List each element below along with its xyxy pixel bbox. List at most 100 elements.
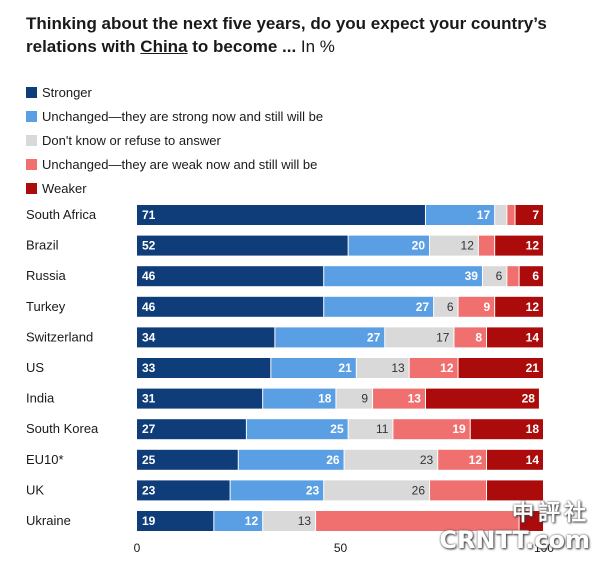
data-label: 14 <box>526 453 540 467</box>
watermark-chinese: 中評社 <box>511 501 590 527</box>
legend-item-dont-know: Don't know or refuse to answer <box>26 128 323 152</box>
bar-segment-dont-know <box>324 480 430 501</box>
data-label: 13 <box>298 514 312 528</box>
bar-segment-weaker <box>487 327 543 348</box>
bar-segment-unchanged-strong <box>348 235 430 256</box>
bar-segment-stronger <box>137 296 324 317</box>
bar-segment-dont-know <box>430 235 478 256</box>
bar-segment-unchanged-strong <box>214 511 263 531</box>
bar-segment-weaker <box>425 388 539 409</box>
bar-segment-unchanged-strong <box>324 296 434 317</box>
data-label: 26 <box>412 483 426 497</box>
data-label: 12 <box>469 453 483 467</box>
bar-segment-unchanged-weak <box>478 235 495 256</box>
bar-segment-dont-know <box>263 511 316 531</box>
data-label: 52 <box>142 239 156 253</box>
bar-segment-unchanged-weak <box>438 449 487 470</box>
bar-segment-dont-know <box>434 296 458 317</box>
category-label: Ukraine <box>26 513 71 528</box>
bar-segment-weaker <box>519 511 543 531</box>
legend-label: Don't know or refuse to answer <box>42 132 221 148</box>
bar-segment-unchanged-strong <box>271 358 356 378</box>
bar-segment-unchanged-strong <box>246 419 348 440</box>
category-label: US <box>26 360 44 375</box>
data-label: 13 <box>391 361 405 375</box>
data-label: 39 <box>465 269 479 283</box>
bar-segment-dont-know <box>356 358 409 378</box>
category-label: Turkey <box>26 299 66 314</box>
data-label: 18 <box>318 392 332 406</box>
bar-segment-unchanged-strong <box>324 266 482 287</box>
data-label: 7 <box>532 208 539 222</box>
bar-segment-unchanged-weak <box>430 480 487 501</box>
legend-item-unchanged-weak: Unchanged—they are weak now and still wi… <box>26 152 323 176</box>
data-label: 71 <box>142 208 156 222</box>
data-label: 28 <box>522 392 536 406</box>
bar-segment-stronger <box>137 511 214 531</box>
bar-segment-dont-know <box>344 449 438 470</box>
data-label: 11 <box>376 422 389 436</box>
data-label: 23 <box>142 483 156 497</box>
bar-segment-stronger <box>137 388 263 409</box>
bar-segment-stronger <box>137 235 348 256</box>
title-unit: In % <box>300 37 335 56</box>
legend: Stronger Unchanged—they are strong now an… <box>26 80 323 200</box>
legend-swatch <box>26 110 37 122</box>
bar-segment-stronger <box>137 327 275 348</box>
data-label: 14 <box>526 330 540 344</box>
bar-segment-dont-know <box>482 266 507 287</box>
data-label: 17 <box>436 330 450 344</box>
data-label: 18 <box>526 422 540 436</box>
x-tick-label: 0 <box>134 541 141 555</box>
bar-segment-unchanged-weak <box>458 296 495 317</box>
legend-swatch <box>26 158 37 170</box>
bar-segment-unchanged-strong <box>263 388 336 409</box>
legend-item-weaker: Weaker <box>26 176 323 200</box>
data-label: 6 <box>447 300 454 314</box>
category-label: EU10* <box>26 452 64 467</box>
legend-label: Stronger <box>42 84 92 100</box>
bar-segment-stronger <box>137 480 230 501</box>
data-label: 27 <box>142 422 156 436</box>
bar-segment-dont-know <box>348 419 393 440</box>
category-label: South Africa <box>26 207 97 222</box>
title-text-end: to become ... <box>187 37 297 56</box>
data-label: 6 <box>496 269 503 283</box>
data-label: 46 <box>142 269 156 283</box>
category-label: Switzerland <box>26 329 93 344</box>
bar-segment-stronger <box>137 449 238 470</box>
category-label: India <box>26 391 55 406</box>
category-label: South Korea <box>26 421 99 436</box>
bar-segment-dont-know <box>336 388 373 409</box>
bar-segment-stronger <box>137 358 271 378</box>
bar-segment-stronger <box>137 205 425 225</box>
bar-segment-unchanged-strong <box>230 480 324 501</box>
bar-segment-weaker <box>458 358 543 378</box>
data-label: 27 <box>367 330 381 344</box>
data-label: 25 <box>142 453 156 467</box>
legend-label: Unchanged—they are strong now and still … <box>42 108 324 124</box>
bar-segment-unchanged-weak <box>507 205 515 225</box>
legend-label: Weaker <box>42 180 87 196</box>
legend-swatch <box>26 134 37 146</box>
legend-item-stronger: Stronger <box>26 80 323 104</box>
bar-segment-weaker <box>487 449 543 470</box>
data-label: 27 <box>416 300 430 314</box>
bar-segment-unchanged-strong <box>275 327 385 348</box>
bar-segment-dont-know <box>385 327 454 348</box>
chart-title: Thinking about the next five years, do y… <box>26 12 586 58</box>
bar-segment-stronger <box>137 419 246 440</box>
legend-swatch <box>26 182 37 194</box>
data-label: 23 <box>306 483 320 497</box>
data-label: 33 <box>142 361 156 375</box>
category-label: Brazil <box>26 238 59 253</box>
bar-segment-unchanged-strong <box>425 205 495 225</box>
data-label: 12 <box>526 300 540 314</box>
data-label: 26 <box>326 453 340 467</box>
data-label: 9 <box>361 392 368 406</box>
category-label: Russia <box>26 268 67 283</box>
data-label: 20 <box>412 239 426 253</box>
data-label: 13 <box>408 392 422 406</box>
data-label: 46 <box>142 300 156 314</box>
data-label: 34 <box>142 330 156 344</box>
